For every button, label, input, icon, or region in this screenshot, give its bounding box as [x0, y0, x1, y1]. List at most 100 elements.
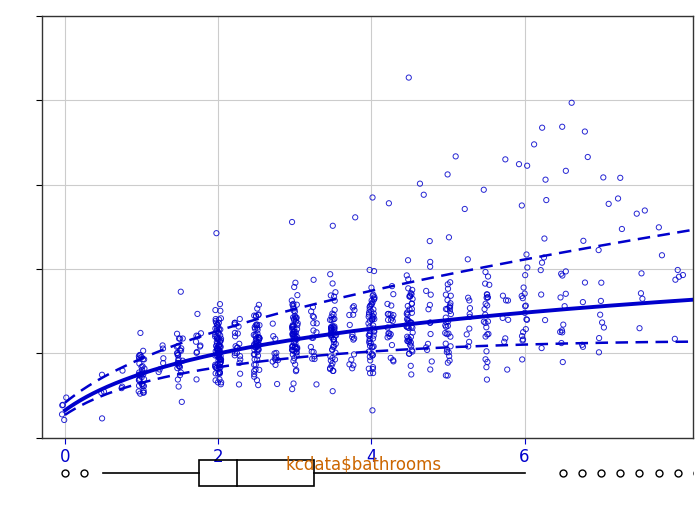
- Point: [211, 342, 222, 350]
- Point: [133, 371, 144, 379]
- Point: [216, 355, 227, 363]
- Point: [291, 351, 302, 360]
- Point: [368, 267, 379, 275]
- Point: [594, 348, 605, 356]
- Point: [387, 317, 398, 326]
- Point: [172, 349, 183, 358]
- Point: [518, 284, 529, 292]
- Point: [136, 366, 148, 374]
- Point: [292, 291, 303, 299]
- Point: [480, 355, 491, 363]
- Point: [326, 326, 337, 334]
- Point: [193, 332, 204, 340]
- Point: [596, 318, 608, 327]
- Point: [215, 331, 226, 340]
- Point: [290, 348, 302, 356]
- Point: [173, 382, 184, 391]
- Point: [99, 387, 110, 396]
- Point: [368, 351, 379, 359]
- Point: [521, 315, 532, 323]
- Point: [176, 346, 187, 355]
- Point: [445, 342, 456, 351]
- Point: [519, 302, 531, 310]
- Point: [366, 284, 377, 292]
- Point: [288, 379, 299, 387]
- Point: [346, 330, 358, 339]
- Point: [286, 385, 297, 393]
- Point: [212, 346, 223, 354]
- Point: [311, 328, 322, 337]
- Point: [327, 345, 338, 354]
- Point: [158, 359, 169, 368]
- Point: [364, 327, 375, 335]
- Point: [287, 345, 298, 354]
- Point: [402, 275, 414, 284]
- Point: [482, 317, 493, 326]
- Point: [479, 305, 490, 313]
- Point: [177, 334, 188, 343]
- Point: [287, 343, 298, 351]
- Text: kcdata$bathrooms: kcdata$bathrooms: [286, 456, 442, 474]
- Point: [329, 328, 340, 337]
- Point: [369, 328, 380, 336]
- Point: [231, 349, 242, 358]
- Point: [134, 375, 145, 383]
- Point: [330, 340, 342, 348]
- Point: [136, 353, 147, 361]
- Point: [365, 369, 376, 377]
- Point: [289, 312, 300, 320]
- Point: [254, 321, 265, 329]
- Point: [328, 335, 339, 344]
- Point: [210, 315, 221, 323]
- Point: [137, 382, 148, 390]
- Point: [403, 74, 414, 82]
- Point: [442, 305, 453, 313]
- Point: [363, 364, 374, 373]
- Point: [248, 340, 260, 349]
- Point: [210, 376, 221, 384]
- Point: [251, 340, 262, 348]
- Point: [288, 313, 299, 322]
- Point: [324, 316, 335, 324]
- Point: [288, 307, 300, 315]
- Point: [248, 370, 260, 379]
- Point: [346, 355, 357, 364]
- Point: [462, 255, 473, 264]
- Point: [634, 324, 645, 332]
- Point: [134, 390, 146, 398]
- Point: [582, 153, 594, 161]
- Point: [250, 332, 261, 340]
- Point: [289, 336, 300, 344]
- Point: [209, 332, 220, 341]
- Point: [291, 300, 302, 309]
- Point: [480, 319, 491, 327]
- Point: [368, 334, 379, 343]
- Point: [214, 364, 225, 372]
- Point: [402, 337, 414, 345]
- Point: [326, 323, 337, 331]
- Point: [234, 370, 246, 378]
- Point: [364, 331, 375, 340]
- Point: [192, 310, 203, 318]
- Point: [251, 334, 262, 343]
- Point: [382, 323, 393, 332]
- Point: [116, 384, 127, 392]
- Point: [517, 355, 528, 364]
- Point: [212, 360, 223, 368]
- Point: [480, 279, 491, 288]
- Point: [463, 338, 475, 346]
- Point: [519, 309, 531, 317]
- Point: [214, 360, 225, 368]
- Point: [176, 398, 188, 406]
- Point: [248, 331, 260, 339]
- Point: [328, 338, 339, 347]
- Point: [327, 222, 338, 230]
- Point: [287, 342, 298, 350]
- Point: [133, 376, 144, 384]
- Point: [422, 340, 433, 348]
- Point: [330, 288, 341, 297]
- Point: [327, 359, 338, 368]
- Point: [308, 276, 319, 284]
- Point: [212, 378, 223, 386]
- Point: [290, 331, 301, 340]
